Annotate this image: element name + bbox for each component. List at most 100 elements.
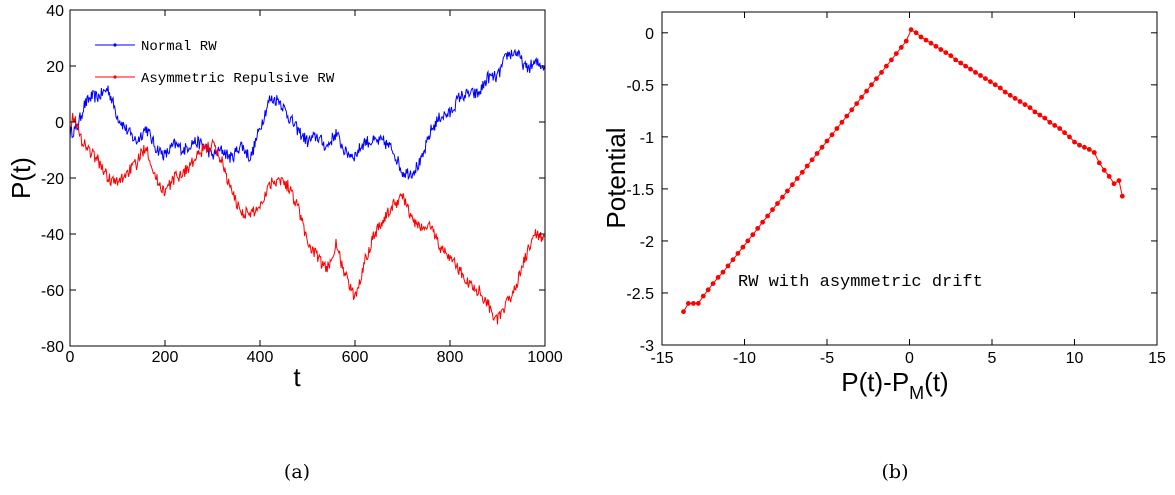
potential-point [1067, 134, 1072, 140]
potential-point [720, 269, 726, 275]
potential-point [1072, 139, 1077, 145]
y-tick-label-a: 20 [46, 59, 64, 76]
potential-point [869, 82, 874, 88]
potential-line [683, 28, 1123, 312]
potential-point [839, 119, 845, 125]
potential-point [1116, 178, 1122, 184]
potential-point [691, 301, 696, 306]
y-tick-label-b: -2 [640, 234, 654, 251]
annotation-b: RW with asymmetric drift [738, 273, 983, 292]
x-tick-label-b: -10 [733, 350, 756, 367]
potential-point [874, 76, 879, 81]
y-tick-label-a: 40 [46, 3, 64, 20]
potential-point [1022, 102, 1028, 107]
potential-point [1057, 126, 1063, 131]
y-axis-label-a: P(t) [6, 157, 36, 199]
legend-marker-asymmetric [113, 75, 117, 79]
x-tick-label-a: 1000 [527, 349, 563, 366]
potential-point [710, 281, 716, 286]
y-tick-label-b: 0 [645, 26, 654, 43]
potential-point [1047, 119, 1053, 125]
potential-point [790, 182, 795, 188]
potential-point [730, 257, 736, 263]
potential-point [908, 27, 914, 33]
potential-point [799, 169, 805, 175]
potential-point [889, 57, 894, 63]
potential-point [1101, 167, 1107, 173]
potential-point [695, 301, 701, 306]
y-tick-label-a: -80 [41, 339, 64, 356]
legend-marker-normal [113, 43, 117, 47]
potential-point [1106, 174, 1112, 179]
potential-point [814, 151, 820, 156]
potential-point [953, 57, 959, 63]
potential-point [1119, 193, 1125, 199]
x-tick-label-a: 400 [247, 349, 274, 366]
potential-point [829, 132, 835, 138]
potential-point [1002, 89, 1008, 95]
potential-point [923, 37, 929, 43]
potential-point [834, 126, 840, 131]
potential-point [1042, 115, 1048, 121]
x-axis-label-b: P(t)-PM(t) [841, 367, 948, 403]
potential-point [1052, 123, 1058, 128]
potential-point [760, 219, 765, 225]
potential-point [928, 40, 934, 46]
potential-point [1111, 181, 1117, 187]
potential-point [780, 194, 785, 200]
potential-point [819, 144, 825, 150]
y-tick-label-b: -3 [640, 338, 654, 355]
potential-point [1017, 99, 1023, 104]
x-tick-label-b: 5 [988, 350, 997, 367]
potential-point [879, 70, 884, 75]
chart-panel-b: -15 -10 -5 0 5 10 15 0 -0.5 -1 -1.5 -2 -2.5 -3 RW wit… [601, 11, 1166, 483]
potential-point [1096, 160, 1102, 166]
potential-point [854, 101, 860, 106]
y-tick-label-b: -0.5 [626, 78, 654, 95]
potential-point [700, 293, 706, 299]
potential-point [740, 244, 746, 250]
caption-a: (a) [284, 461, 310, 483]
potential-point [681, 309, 686, 315]
series-line-normal-rw [69, 48, 546, 181]
plot-frame-b [661, 11, 1158, 346]
potential-point [715, 275, 721, 280]
legend-a: Normal RW Asymmetric Repulsive RW [95, 39, 335, 87]
potential-point [775, 201, 780, 206]
potential-point [849, 107, 855, 113]
potential-point [745, 238, 751, 244]
potential-point [1027, 105, 1033, 111]
x-axis-label-a: t [293, 362, 301, 392]
x-tick-label-b: 15 [1148, 350, 1166, 367]
y-axis-label-b: Potential [601, 127, 631, 228]
legend-label-normal: Normal RW [141, 39, 217, 55]
y-tick-label-b: -2.5 [626, 286, 654, 303]
potential-point [893, 51, 899, 56]
potential-point [997, 85, 1003, 91]
potential-point [824, 138, 830, 144]
potential-point [988, 79, 993, 85]
potential-point [958, 60, 964, 66]
potential-point [864, 88, 869, 94]
potential-point [785, 188, 790, 194]
potential-point [918, 34, 924, 40]
potential-point [943, 50, 949, 55]
potential-point [844, 113, 850, 119]
potential-point [1091, 150, 1097, 155]
x-tick-label-a: 200 [152, 349, 179, 366]
x-tick-label-a: 600 [342, 349, 369, 366]
potential-point [973, 70, 978, 75]
x-tick-label-a: 800 [437, 349, 464, 366]
x-axis-label-b-main: P(t)-P [841, 367, 909, 397]
series-line-asymmetric-rw [70, 112, 546, 325]
legend-label-asymmetric: Asymmetric Repulsive RW [141, 71, 335, 87]
potential-point [992, 82, 998, 88]
potential-point [859, 94, 864, 100]
y-tick-label-b: -1 [640, 130, 654, 147]
plot-frame-a [69, 9, 546, 347]
potential-point [938, 47, 944, 52]
y-tick-label-a: -40 [41, 227, 64, 244]
potential-point [884, 63, 889, 69]
